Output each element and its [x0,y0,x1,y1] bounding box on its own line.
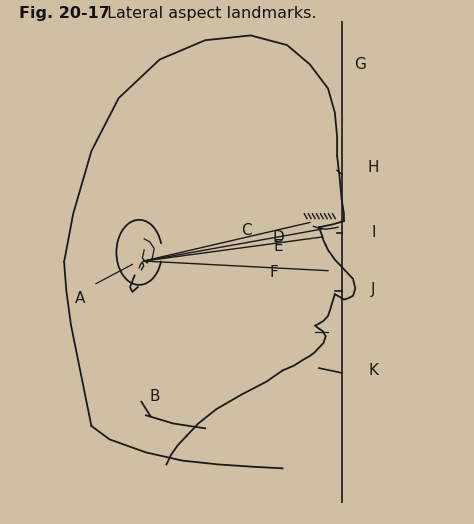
Text: G: G [354,57,366,72]
Text: K: K [368,363,379,378]
Text: D: D [272,231,284,245]
Text: F: F [270,265,279,280]
Text: Fig. 20-17: Fig. 20-17 [19,6,110,21]
Text: J: J [371,282,376,298]
Text: E: E [273,238,283,254]
Text: I: I [371,225,376,239]
Text: H: H [368,160,379,176]
Text: C: C [241,223,251,238]
Text: A: A [75,291,85,305]
Text: B: B [150,389,160,405]
Text: Lateral aspect landmarks.: Lateral aspect landmarks. [102,6,317,21]
